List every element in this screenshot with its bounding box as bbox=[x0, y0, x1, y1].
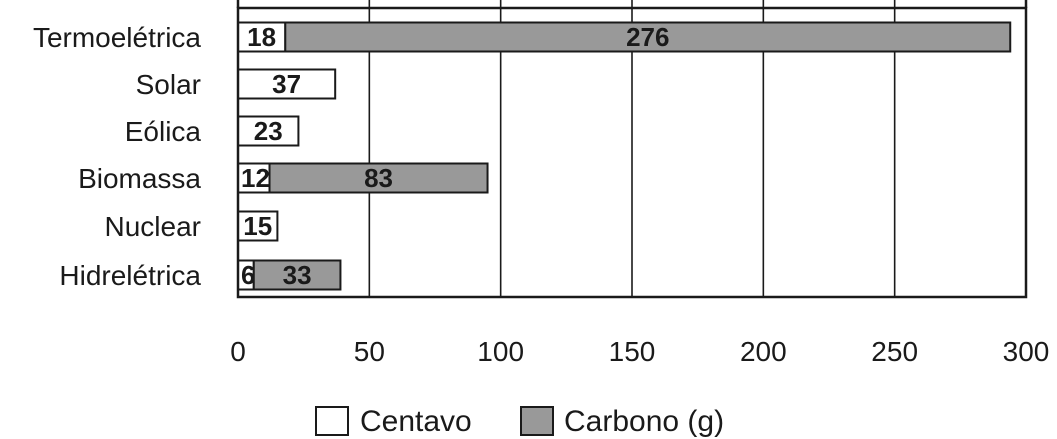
bar-segment bbox=[284, 21, 1012, 53]
legend-swatch bbox=[315, 406, 349, 436]
bar-value-label: 18 bbox=[247, 22, 276, 52]
category-labels: Termoelétrica Solar Eólica Biomassa Nuclear H… bbox=[33, 22, 201, 291]
x-tick-label: 50 bbox=[354, 336, 385, 367]
legend-swatch bbox=[520, 406, 554, 436]
bar-segment bbox=[268, 162, 489, 194]
bar-value-label: 37 bbox=[272, 69, 301, 99]
legend-label: Carbono (g) bbox=[564, 405, 724, 438]
x-tick-label: 200 bbox=[740, 336, 787, 367]
bar-value-label: 23 bbox=[254, 116, 283, 146]
bar-segment bbox=[237, 115, 300, 147]
bar-value-label: 15 bbox=[243, 211, 272, 241]
bar-value-label: 12 bbox=[241, 163, 270, 193]
bar-value-label: 6 bbox=[241, 260, 255, 290]
legend-label: Centavo bbox=[360, 405, 472, 438]
bar-value-label: 33 bbox=[283, 260, 312, 290]
bar-value-label: 83 bbox=[364, 163, 393, 193]
bar-value-label: 276 bbox=[626, 22, 669, 52]
x-axis-tick-labels: 0 50 100 150 200 250 300 bbox=[230, 336, 1049, 367]
category-label: Nuclear bbox=[105, 211, 201, 242]
category-label: Solar bbox=[136, 69, 201, 100]
x-tick-label: 300 bbox=[1003, 336, 1050, 367]
x-tick-label: 250 bbox=[871, 336, 918, 367]
x-tick-label: 150 bbox=[609, 336, 656, 367]
plot-frame bbox=[236, 6, 1028, 299]
legend: Centavo Carbono (g) bbox=[315, 405, 724, 438]
bar-segment bbox=[237, 162, 271, 194]
bar-segment bbox=[252, 259, 342, 291]
category-label: Termoelétrica bbox=[33, 22, 201, 53]
x-tick-label: 100 bbox=[477, 336, 524, 367]
category-label: Hidrelétrica bbox=[59, 260, 201, 291]
x-tick-label: 0 bbox=[230, 336, 246, 367]
category-label: Biomassa bbox=[78, 163, 201, 194]
category-label: Eólica bbox=[125, 116, 202, 147]
bars: 18 276 37 23 12 83 15 6 33 bbox=[237, 21, 1012, 291]
